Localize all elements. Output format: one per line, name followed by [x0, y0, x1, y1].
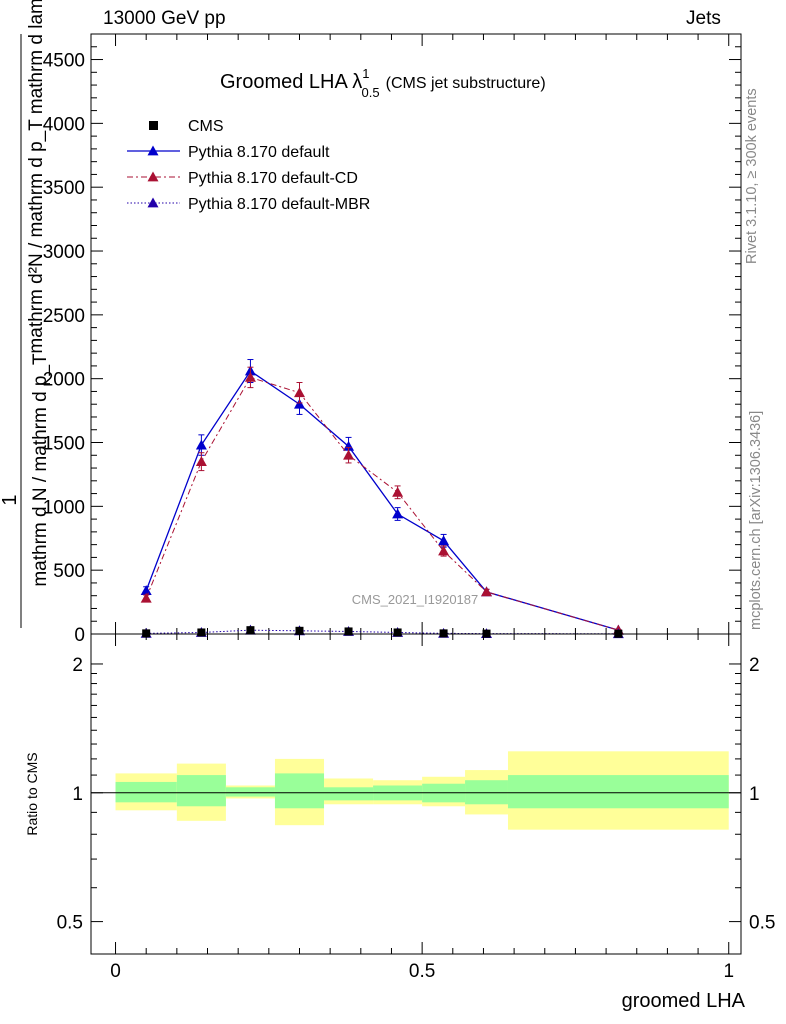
- chart-title: Groomed LHA λ1 0.5(CMS jet substructure): [220, 66, 546, 100]
- cms-data-point: [393, 628, 402, 637]
- legend-marker: [147, 145, 159, 156]
- series-point: [392, 508, 404, 519]
- cms-data-point: [439, 629, 448, 638]
- x-tick-label: 1: [723, 961, 734, 982]
- chart-labels: Groomed LHA λ1 0.5(CMS jet substructure) C…: [0, 0, 746, 1012]
- y-tick-label: 2000: [43, 370, 85, 391]
- ratio-plot: 0 0.5 1 0.5 0.5 1 1 2 2: [57, 633, 775, 982]
- y-tick-label: 3000: [43, 242, 85, 263]
- y-tick-label: 4500: [43, 51, 85, 72]
- y-tick-label: 2500: [43, 306, 85, 327]
- x-tick-label: 0: [110, 961, 121, 982]
- series-point: [438, 535, 450, 546]
- legend-marker: [147, 197, 159, 208]
- cms-data-point: [344, 627, 353, 636]
- y-tick-label: 1500: [43, 434, 85, 455]
- y-tick-label: 4000: [43, 114, 85, 135]
- series-point: [195, 439, 207, 450]
- ratio-band-inner: [465, 780, 508, 805]
- series-point: [293, 398, 305, 409]
- y-axis-label-denominator: mathrm d N / mathrm d p_T: [30, 353, 51, 587]
- series-line-2: [146, 629, 619, 635]
- y-tick-label: 1000: [43, 497, 85, 518]
- cms-data-point: [246, 626, 255, 635]
- category-label: Jets: [686, 8, 721, 29]
- cms-data-point: [142, 629, 151, 638]
- series-point: [438, 545, 450, 556]
- x-tick-label: 0.5: [409, 961, 435, 982]
- ratio-y-tick-label-right: 0.5: [749, 913, 775, 934]
- legend-cms-marker: [149, 121, 158, 130]
- process-label: 13000 GeV pp: [103, 8, 226, 29]
- ratio-band-inner: [274, 773, 325, 809]
- series-point: [343, 440, 355, 451]
- legend-marker: [147, 171, 159, 182]
- watermark: CMS_2021_I1920187: [352, 592, 479, 607]
- y-axis-label-overlay: mathrm d²N / mathrm d p_T mathrm d lambd…: [26, 0, 47, 354]
- legend-label: Pythia 8.170 default-CD: [188, 170, 358, 187]
- ratio-band-inner: [507, 775, 729, 809]
- cms-data-point: [197, 628, 206, 637]
- ratio-band-inner: [225, 787, 275, 797]
- legend-label: Pythia 8.170 default: [188, 144, 330, 161]
- series-point: [140, 592, 152, 603]
- ratio-y-tick-label: 0.5: [57, 913, 83, 934]
- legend-label: Pythia 8.170 default-MBR: [188, 196, 370, 213]
- y-tick-label: 500: [53, 561, 85, 582]
- y-axis-label-numerator: 1: [0, 494, 21, 505]
- ratio-band-inner: [324, 787, 374, 801]
- ratio-band-inner: [115, 781, 177, 803]
- main-plot: 0 500 1000 1500 2000 2500 3000 3500 4000 4500 CMS_…: [43, 33, 742, 646]
- series-line-1: [145, 376, 619, 631]
- x-axis-label: groomed LHA: [622, 990, 746, 1012]
- series-point: [392, 486, 404, 497]
- y-tick-label: 0: [74, 625, 85, 646]
- ratio-frame: [90, 633, 742, 955]
- ratio-y-tick-label: 1: [72, 784, 83, 805]
- ratio-y-tick-label-right: 2: [749, 655, 760, 676]
- ratio-y-tick-label: 2: [72, 655, 83, 676]
- series-point: [195, 456, 207, 467]
- legend-cms-label: CMS: [188, 118, 224, 135]
- y-tick-label: 3500: [43, 178, 85, 199]
- ratio-axis-label: Ratio to CMS: [24, 752, 40, 835]
- series-point: [140, 585, 152, 595]
- series-point: [293, 387, 305, 398]
- series-point: [343, 449, 355, 460]
- series-point: [244, 371, 256, 382]
- series-point: [481, 586, 493, 597]
- ratio-band-inner: [176, 775, 226, 807]
- cms-data-point: [295, 626, 304, 635]
- ratio-y-tick-label-right: 1: [749, 784, 760, 805]
- legend: CMS Pythia 8.170 default Pythia 8.170 defa…: [127, 118, 370, 213]
